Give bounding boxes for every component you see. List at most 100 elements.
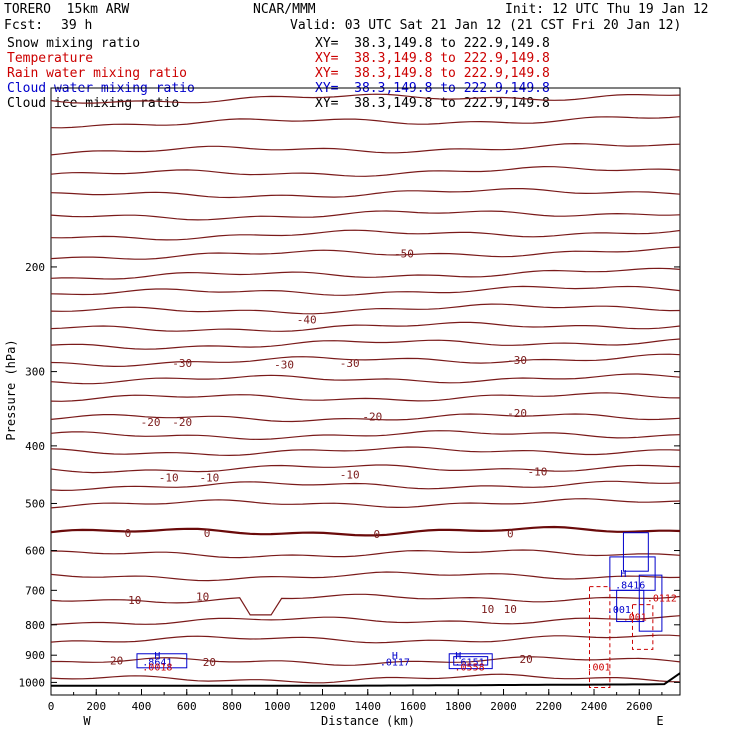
x-tick-label: 800 bbox=[222, 700, 242, 713]
temperature-label: -30 bbox=[172, 357, 192, 370]
x-tick-label: 0 bbox=[48, 700, 55, 713]
mixing-ratio-label: .001 bbox=[607, 605, 631, 616]
y-tick-label: 500 bbox=[25, 497, 45, 510]
isotherm-line bbox=[50, 480, 681, 492]
x-tick-label: 2600 bbox=[626, 700, 653, 713]
y-tick-label: 1000 bbox=[19, 676, 46, 689]
mixing-ratio-label: .0117 bbox=[380, 657, 410, 668]
y-tick-label: 800 bbox=[25, 619, 45, 632]
temperature-label: 0 bbox=[204, 527, 211, 540]
x-axis-title: Distance (km) bbox=[321, 714, 415, 728]
y-tick-label: 200 bbox=[25, 261, 45, 274]
temperature-label: 20 bbox=[203, 656, 216, 669]
temperature-label: -20 bbox=[507, 407, 527, 420]
isotherm-line bbox=[50, 430, 681, 441]
mixing-ratio-label: .001 bbox=[586, 662, 610, 673]
isotherm-line bbox=[50, 446, 681, 457]
x-tick-label: 2400 bbox=[581, 700, 608, 713]
x-axis-east-label: E bbox=[656, 714, 663, 728]
mixing-ratio-label: H bbox=[620, 569, 626, 580]
mixing-ratio-label: .001 bbox=[623, 613, 647, 624]
y-tick-label: 400 bbox=[25, 440, 45, 453]
x-tick-label: 1800 bbox=[445, 700, 472, 713]
cloud-water-contour bbox=[448, 653, 493, 670]
x-tick-label: 600 bbox=[177, 700, 197, 713]
temperature-label: -20 bbox=[172, 416, 192, 429]
temperature-label: 0 bbox=[374, 528, 381, 541]
isotherm-line bbox=[50, 116, 681, 129]
x-tick-label: 1000 bbox=[264, 700, 291, 713]
y-tick-label: 300 bbox=[25, 366, 45, 379]
x-tick-label: 2200 bbox=[536, 700, 563, 713]
isotherm-line bbox=[50, 338, 681, 350]
mixing-ratio-label: .0558 bbox=[455, 662, 485, 673]
isotherm-line bbox=[50, 549, 681, 559]
temperature-label: 20 bbox=[520, 653, 533, 666]
zero-isotherm bbox=[50, 525, 681, 537]
x-tick-label: 200 bbox=[86, 700, 106, 713]
isotherm-line bbox=[50, 413, 681, 423]
x-tick-label: 1600 bbox=[400, 700, 427, 713]
temperature-label: 0 bbox=[507, 528, 514, 541]
temperature-label: -30 bbox=[507, 354, 527, 367]
temperature-label: 0 bbox=[125, 527, 132, 540]
temperature-label: -20 bbox=[362, 411, 382, 424]
temperature-label: 10 bbox=[504, 603, 517, 616]
isotherm-line bbox=[50, 392, 681, 402]
isotherm-line bbox=[50, 142, 681, 156]
temperature-label: 20 bbox=[110, 654, 123, 667]
forecast-label: Fcst: bbox=[4, 18, 44, 33]
temperature-label: -10 bbox=[199, 471, 219, 484]
temperature-label: -40 bbox=[297, 313, 317, 326]
isotherm-line bbox=[50, 188, 681, 199]
terrain-line bbox=[51, 672, 681, 687]
isotherm-line bbox=[50, 373, 681, 385]
x-axis-west-label: W bbox=[83, 714, 91, 728]
isotherm-line bbox=[50, 321, 681, 332]
model-name: TORERO 15km ARW bbox=[4, 2, 130, 17]
y-axis-title: Pressure (hPa) bbox=[4, 339, 18, 440]
rain-water-contour bbox=[588, 586, 611, 689]
x-tick-label: 1200 bbox=[309, 700, 336, 713]
temperature-label: 10 bbox=[196, 591, 209, 604]
isotherm-line bbox=[50, 229, 681, 241]
valid-time: Valid: 03 UTC Sat 21 Jan 12 (21 CST Fri … bbox=[290, 18, 682, 33]
x-tick-label: 400 bbox=[132, 700, 152, 713]
y-tick-label: 600 bbox=[25, 545, 45, 558]
org-name: NCAR/MMM bbox=[253, 2, 316, 17]
field-name-cloud-ice: Cloud ice mixing ratio bbox=[7, 96, 180, 111]
field-name-temperature: Temperature bbox=[7, 51, 94, 66]
temperature-label: 10 bbox=[128, 594, 141, 607]
cloud-water-contour bbox=[616, 589, 645, 623]
isotherm-line bbox=[50, 673, 681, 684]
forecast-hour: 39 h bbox=[61, 18, 93, 33]
field-name-rain: Rain water mixing ratio bbox=[7, 66, 188, 81]
mixing-ratio-label: .6151 bbox=[455, 657, 485, 668]
plot-frame bbox=[50, 87, 681, 696]
isotherm-line bbox=[50, 165, 681, 177]
mixing-ratio-label: H bbox=[154, 651, 160, 662]
isotherm-line bbox=[50, 464, 681, 474]
field-xy-cloud-ice: XY= 38.3,149.8 to 222.9,149.8 bbox=[315, 96, 550, 111]
temperature-label: -20 bbox=[141, 416, 161, 429]
cloud-water-contour bbox=[638, 574, 663, 632]
isotherm-line bbox=[50, 634, 681, 644]
y-tick-label: 700 bbox=[25, 584, 45, 597]
temperature-label: -30 bbox=[340, 357, 360, 370]
x-tick-label: 1400 bbox=[355, 700, 382, 713]
cloud-water-contour bbox=[136, 653, 188, 669]
isotherm-line bbox=[50, 353, 681, 368]
field-name-snow: Snow mixing ratio bbox=[7, 36, 141, 51]
isotherm-line bbox=[50, 498, 681, 509]
isotherm-line bbox=[50, 303, 681, 315]
mixing-ratio-label: .8641 bbox=[142, 657, 172, 668]
isotherm-line bbox=[50, 285, 681, 296]
mixing-ratio-label: .0018 bbox=[142, 662, 172, 673]
isotherm-line bbox=[50, 210, 681, 221]
field-xy-temperature: XY= 38.3,149.8 to 222.9,149.8 bbox=[315, 51, 550, 66]
mixing-ratio-label: H bbox=[455, 651, 461, 662]
init-time: Init: 12 UTC Thu 19 Jan 12 bbox=[505, 2, 709, 17]
temperature-label: -10 bbox=[340, 469, 360, 482]
isotherm-line bbox=[51, 656, 681, 666]
